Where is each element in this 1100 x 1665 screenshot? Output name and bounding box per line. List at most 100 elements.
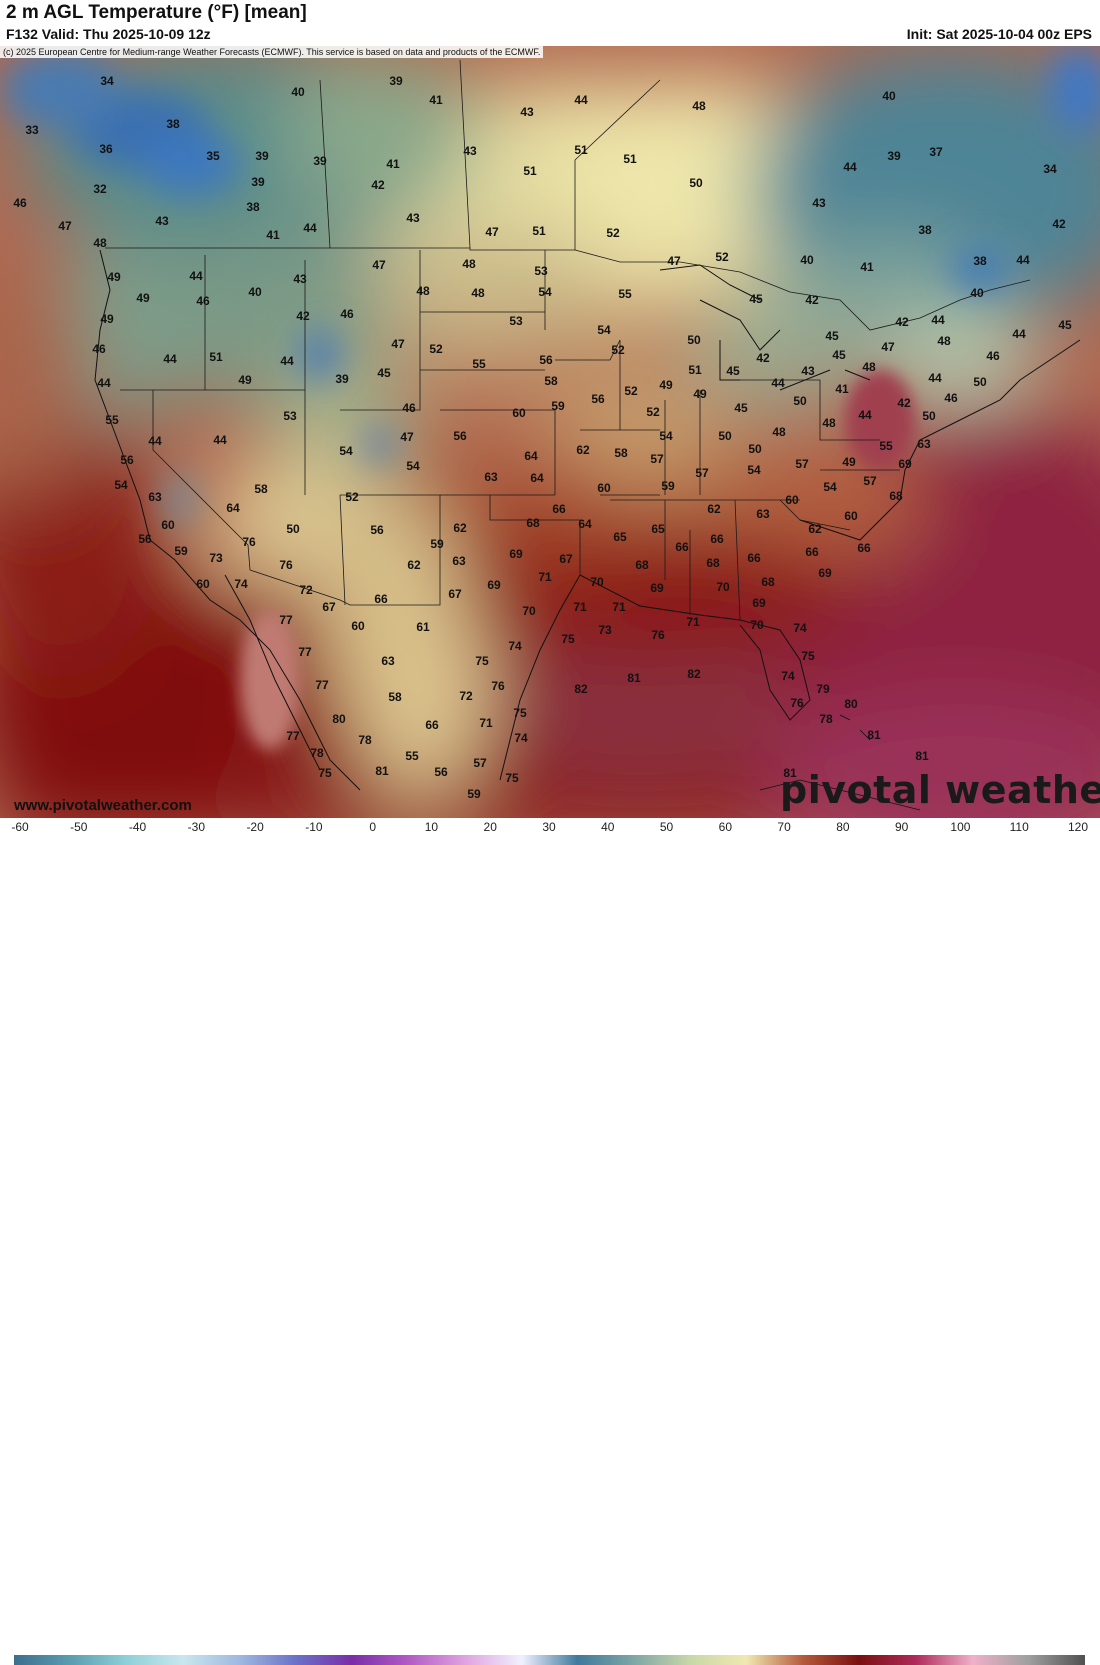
temperature-label: 48 xyxy=(772,425,786,439)
temperature-label: 71 xyxy=(686,615,700,629)
temperature-label: 74 xyxy=(234,577,248,591)
temperature-label: 40 xyxy=(800,253,814,267)
legend-colorbar xyxy=(14,1655,1085,1665)
temperature-label: 81 xyxy=(867,728,881,742)
temperature-label: 37 xyxy=(929,145,943,159)
temperature-label: 55 xyxy=(405,749,419,763)
temperature-label: 41 xyxy=(386,157,400,171)
temperature-label: 67 xyxy=(559,552,573,566)
coastlines xyxy=(94,249,1081,791)
temperature-label: 50 xyxy=(922,409,936,423)
legend-tick: 90 xyxy=(894,820,909,834)
temperature-label: 48 xyxy=(462,257,476,271)
temperature-label: 48 xyxy=(471,286,485,300)
temperature-label: 63 xyxy=(452,554,466,568)
temperature-label: 44 xyxy=(1012,327,1026,341)
temperature-label: 40 xyxy=(291,85,305,99)
temperature-label: 52 xyxy=(611,343,625,357)
temperature-label: 63 xyxy=(381,654,395,668)
temperature-label: 74 xyxy=(781,669,795,683)
temperature-label: 81 xyxy=(627,671,641,685)
temperature-label: 47 xyxy=(881,340,895,354)
temperature-label: 66 xyxy=(805,545,819,559)
temperature-label: 69 xyxy=(509,547,523,561)
temperature-label: 40 xyxy=(970,286,984,300)
political-boundaries xyxy=(105,59,1031,621)
legend-tick: -30 xyxy=(187,820,205,834)
temperature-field: 34 39 40 41 44 48 40 43 38 33 36 35 39 39 41 43 51 51 39 37… xyxy=(0,46,1100,818)
temperature-label: 50 xyxy=(687,333,701,347)
temperature-label: 42 xyxy=(756,351,770,365)
temperature-label: 41 xyxy=(860,260,874,274)
temperature-label: 34 xyxy=(100,74,114,88)
temperature-label: 54 xyxy=(538,285,552,299)
temperature-label: 58 xyxy=(544,374,558,388)
init-time: Init: Sat 2025-10-04 00z EPS xyxy=(906,26,1092,42)
temperature-label: 66 xyxy=(747,551,761,565)
temperature-label: 59 xyxy=(430,537,444,551)
temperature-label: 45 xyxy=(825,329,839,343)
temperature-label: 62 xyxy=(707,502,721,516)
temperature-label: 47 xyxy=(667,254,681,268)
temperature-label: 49 xyxy=(842,455,856,469)
temperature-label: 65 xyxy=(651,522,665,536)
temperature-label: 64 xyxy=(578,517,592,531)
temperature-label: 53 xyxy=(283,409,297,423)
temperature-label: 39 xyxy=(887,149,901,163)
temperature-map: 34 39 40 41 44 48 40 43 38 33 36 35 39 39 41 43 51 51 39 37… xyxy=(0,46,1100,818)
temperature-label: 75 xyxy=(505,771,519,785)
temperature-label: 38 xyxy=(246,200,260,214)
temperature-label: 69 xyxy=(752,596,766,610)
legend-tick: 50 xyxy=(659,820,674,834)
temperature-label: 55 xyxy=(105,413,119,427)
temperature-label: 69 xyxy=(818,566,832,580)
temperature-label: 78 xyxy=(358,733,372,747)
temperature-label: 54 xyxy=(659,429,673,443)
temperature-label: 51 xyxy=(688,363,702,377)
temperature-label: 68 xyxy=(635,558,649,572)
temperature-label: 43 xyxy=(293,272,307,286)
temperature-label: 58 xyxy=(254,482,268,496)
temperature-label: 46 xyxy=(13,196,27,210)
temperature-label: 54 xyxy=(823,480,837,494)
temperature-label: 57 xyxy=(795,457,809,471)
temperature-label: 47 xyxy=(372,258,386,272)
temperature-label: 71 xyxy=(612,600,626,614)
temperature-label: 38 xyxy=(166,117,180,131)
temperature-label: 50 xyxy=(793,394,807,408)
pivotal-weather-logo: pivotal weather xyxy=(780,768,1100,812)
temperature-label: 74 xyxy=(793,621,807,635)
temperature-label: 48 xyxy=(416,284,430,298)
temperature-label: 60 xyxy=(161,518,175,532)
temperature-label: 57 xyxy=(695,466,709,480)
temperature-label: 69 xyxy=(487,578,501,592)
temperature-label: 78 xyxy=(819,712,833,726)
temperature-label: 75 xyxy=(561,632,575,646)
map-header: 2 m AGL Temperature (°F) [mean] F132 Val… xyxy=(0,0,1100,46)
temperature-label: 52 xyxy=(345,490,359,504)
temperature-label: 74 xyxy=(514,731,528,745)
temperature-label: 73 xyxy=(209,551,223,565)
temperature-label: 60 xyxy=(844,509,858,523)
temperature-label: 46 xyxy=(196,294,210,308)
temperature-label: 38 xyxy=(918,223,932,237)
temperature-label: 44 xyxy=(931,313,945,327)
temperature-label: 58 xyxy=(388,690,402,704)
temperature-label: 50 xyxy=(286,522,300,536)
temperature-label: 60 xyxy=(785,493,799,507)
temperature-label: 56 xyxy=(370,523,384,537)
temperature-label: 52 xyxy=(646,405,660,419)
temperature-labels: 34 39 40 41 44 48 40 43 38 33 36 35 39 39 41 43 51 51 39 37… xyxy=(13,74,1072,801)
temperature-label: 41 xyxy=(429,93,443,107)
temperature-label: 45 xyxy=(726,364,740,378)
valid-time: F132 Valid: Thu 2025-10-09 12z xyxy=(6,26,211,42)
temperature-label: 76 xyxy=(491,679,505,693)
temperature-label: 71 xyxy=(573,600,587,614)
temperature-label: 52 xyxy=(624,384,638,398)
temperature-label: 56 xyxy=(138,532,152,546)
copyright-notice: (c) 2025 European Centre for Medium-rang… xyxy=(0,46,544,58)
temperature-label: 72 xyxy=(299,583,313,597)
temperature-label: 67 xyxy=(448,587,462,601)
website-link[interactable]: www.pivotalweather.com xyxy=(14,797,192,814)
temperature-label: 76 xyxy=(242,535,256,549)
